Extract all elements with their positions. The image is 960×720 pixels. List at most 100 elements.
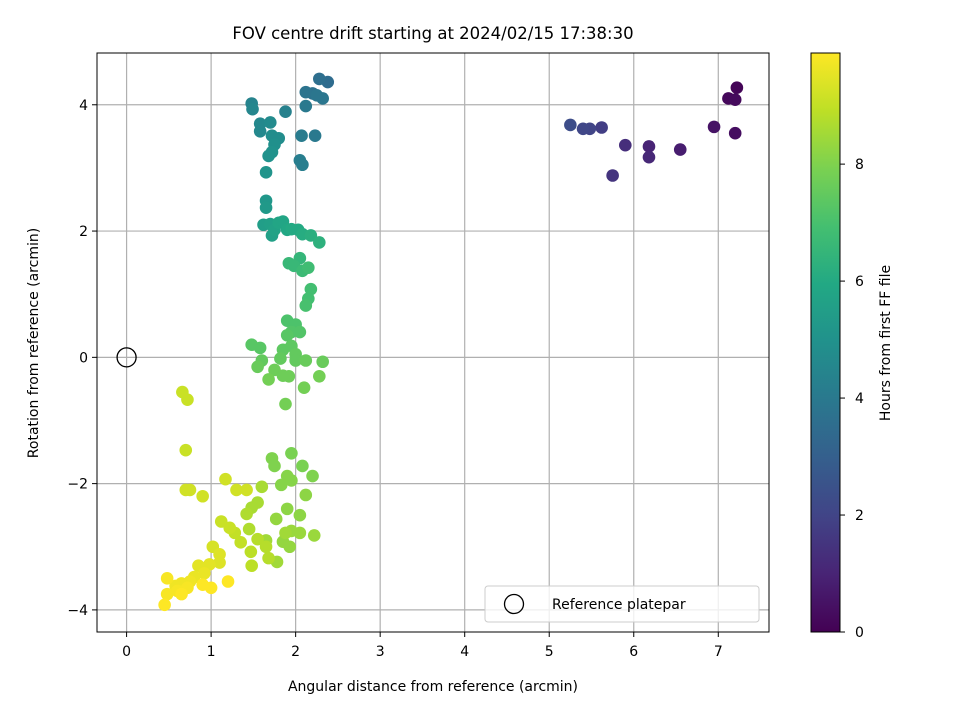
plot-frame xyxy=(96,52,770,633)
reference-marker-group xyxy=(116,347,137,368)
data-point xyxy=(283,540,297,554)
data-point xyxy=(262,373,275,386)
data-point xyxy=(304,282,318,296)
data-point xyxy=(285,447,298,460)
data-point xyxy=(313,236,326,249)
data-point xyxy=(221,575,235,588)
data-point xyxy=(313,72,326,86)
y-tick-label: −4 xyxy=(67,603,88,619)
data-point xyxy=(175,587,188,601)
data-point xyxy=(295,129,308,143)
data-point xyxy=(253,124,267,138)
y-tick-label: −2 xyxy=(67,477,88,493)
data-point xyxy=(299,488,313,502)
data-point xyxy=(310,89,324,102)
legend-marker-icon xyxy=(503,593,525,615)
data-point xyxy=(251,532,264,546)
data-point xyxy=(213,556,226,569)
x-tick-label: 7 xyxy=(714,644,723,660)
data-point xyxy=(673,143,687,156)
data-point xyxy=(576,122,590,136)
data-points xyxy=(158,72,744,612)
x-tick-label: 1 xyxy=(207,644,216,660)
data-point xyxy=(269,512,283,526)
data-point xyxy=(730,81,744,95)
data-point xyxy=(308,129,322,143)
data-point xyxy=(274,478,288,492)
data-point xyxy=(230,483,243,497)
data-point xyxy=(307,529,321,542)
data-point xyxy=(606,169,619,182)
data-point xyxy=(255,480,269,494)
colorbar-gradient xyxy=(810,52,841,633)
data-point xyxy=(263,116,277,129)
y-tick-label: 0 xyxy=(79,350,88,366)
data-point xyxy=(246,102,259,116)
colorbar-label: Hours from first FF file xyxy=(878,265,894,421)
data-point xyxy=(158,598,171,612)
data-point xyxy=(306,469,319,483)
grid-lines xyxy=(97,53,769,632)
colorbar-ticks: 0 2 4 6 8 xyxy=(840,157,864,641)
data-point xyxy=(296,459,309,473)
data-point xyxy=(564,118,577,132)
x-tick-label: 2 xyxy=(291,644,300,660)
chart-title: FOV centre drift starting at 2024/02/15 … xyxy=(232,24,633,43)
legend: Reference platepar xyxy=(484,585,760,623)
data-point xyxy=(253,341,267,355)
x-axis-label: Angular distance from reference (arcmin) xyxy=(288,679,578,695)
data-point xyxy=(280,502,294,516)
data-point xyxy=(259,540,273,554)
data-point xyxy=(242,522,256,536)
data-point xyxy=(297,381,311,394)
y-tick-label: 2 xyxy=(79,224,88,240)
y-axis-ticks: −4 −2 0 2 4 xyxy=(67,98,97,619)
data-point xyxy=(196,489,209,503)
data-point xyxy=(642,150,656,164)
data-point xyxy=(285,474,298,487)
data-point xyxy=(160,587,174,601)
data-point xyxy=(728,126,742,140)
data-point xyxy=(179,443,193,457)
data-point xyxy=(279,105,292,119)
x-tick-label: 5 xyxy=(545,644,554,660)
colorbar-tick-label: 8 xyxy=(855,157,864,173)
data-point xyxy=(183,483,197,497)
data-point xyxy=(302,261,315,274)
data-point xyxy=(299,85,313,99)
data-point xyxy=(240,483,253,497)
data-point xyxy=(262,551,275,565)
data-point xyxy=(251,360,264,374)
data-point xyxy=(595,121,608,134)
x-tick-label: 6 xyxy=(629,644,638,660)
data-point xyxy=(214,515,228,528)
data-point xyxy=(244,545,258,559)
x-tick-label: 4 xyxy=(460,644,469,660)
reference-platepar-marker xyxy=(116,347,137,368)
data-point xyxy=(642,140,656,153)
data-point xyxy=(282,369,296,383)
data-point xyxy=(619,138,632,152)
data-point xyxy=(296,158,309,172)
data-point xyxy=(293,325,307,339)
data-point xyxy=(279,526,292,540)
data-point xyxy=(299,354,313,367)
data-point xyxy=(274,352,287,365)
data-point xyxy=(198,566,211,580)
data-point xyxy=(176,385,189,399)
y-axis-label: Rotation from reference (arcmin) xyxy=(26,228,42,458)
x-tick-label: 0 xyxy=(122,644,131,660)
data-point xyxy=(707,120,721,134)
colorbar: 0 2 4 6 8 Hours from first FF file xyxy=(810,52,894,641)
data-point xyxy=(259,166,273,179)
data-point xyxy=(299,99,313,113)
data-point xyxy=(234,536,247,549)
legend-box xyxy=(484,585,760,623)
data-point xyxy=(293,526,307,540)
data-point xyxy=(245,559,258,573)
colorbar-tick-label: 4 xyxy=(855,391,864,407)
data-point xyxy=(293,508,307,522)
data-point xyxy=(268,459,281,473)
colorbar-tick-label: 2 xyxy=(855,508,864,524)
